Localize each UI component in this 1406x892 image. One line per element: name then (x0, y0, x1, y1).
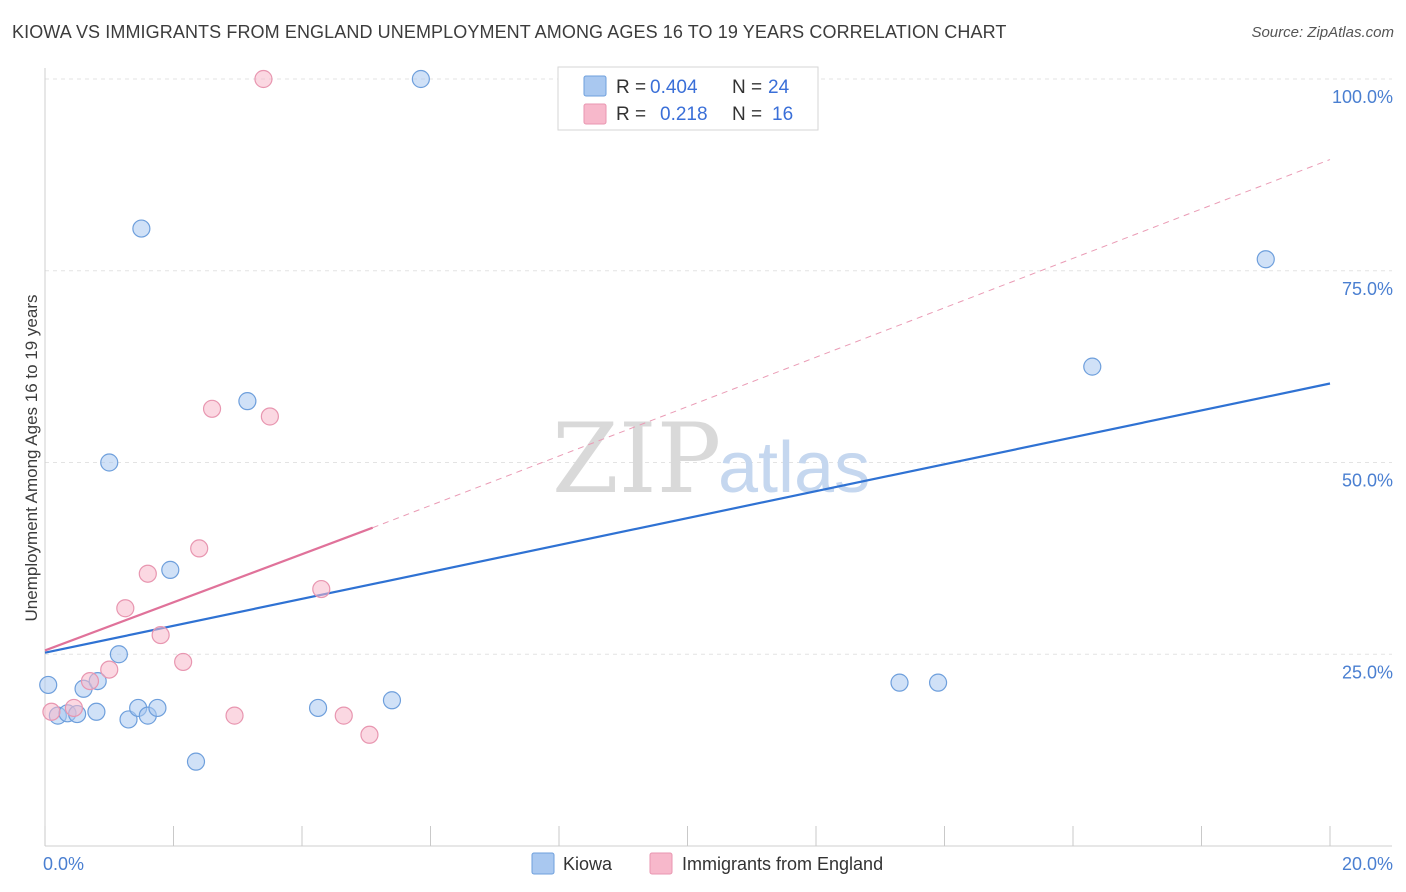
point-kiowa (1256, 250, 1275, 269)
watermark-zip: ZIP (552, 403, 721, 515)
point-england (360, 725, 379, 744)
point-england (225, 706, 244, 725)
grid-lines (45, 78, 1392, 655)
point-kiowa (109, 645, 128, 664)
legend-r-label-kiowa: R = (616, 77, 646, 98)
point-kiowa (308, 698, 328, 718)
point-kiowa (132, 219, 151, 238)
y-tick-label: 25.0% (1342, 662, 1393, 682)
point-kiowa (1083, 357, 1102, 376)
legend-r-value-england: 0.218 (660, 104, 708, 125)
x-tick-label: 20.0% (1342, 854, 1393, 874)
point-kiowa (161, 560, 180, 579)
trend-line-england (44, 526, 374, 652)
legend-r-value-kiowa: 0.404 (650, 77, 698, 98)
point-england (190, 539, 209, 558)
y-tick-label: 75.0% (1342, 279, 1393, 299)
point-kiowa (148, 698, 167, 718)
point-england (174, 652, 193, 672)
legend: R = 0.404 N = 24 R = 0.218 N = 16 (557, 66, 819, 131)
point-england (202, 399, 222, 418)
legend-swatch-kiowa (583, 75, 607, 97)
bottom-legend: Kiowa Immigrants from England (531, 852, 883, 875)
legend-swatch-england (583, 103, 607, 125)
point-kiowa (411, 69, 430, 89)
point-kiowa (87, 702, 106, 721)
legend-r-label-england: R = (616, 104, 646, 125)
point-kiowa (382, 691, 402, 710)
point-england (116, 599, 135, 618)
trend-line-england-extended (372, 159, 1331, 529)
trend-lines (44, 159, 1331, 654)
axes: 25.0% 50.0% 75.0% 100.0% 0.0% 20.0% (43, 68, 1393, 874)
y-axis-title: Unemployment Among Ages 16 to 19 years (22, 295, 41, 622)
point-england (64, 698, 84, 718)
y-tick-label: 50.0% (1342, 471, 1393, 491)
data-points (39, 69, 1275, 771)
point-england (100, 660, 119, 679)
trend-line-kiowa (44, 382, 1331, 654)
point-england (254, 69, 273, 89)
source-label: Source: ZipAtlas.com (1251, 24, 1394, 41)
point-england (151, 625, 170, 645)
point-kiowa (890, 673, 909, 692)
point-england (42, 702, 61, 721)
bottom-legend-label-kiowa: Kiowa (563, 854, 613, 874)
x-tick-label: 0.0% (43, 854, 84, 874)
watermark: ZIP atlas (552, 403, 870, 515)
bottom-legend-label-england: Immigrants from England (682, 854, 883, 874)
legend-n-label-kiowa: N = (732, 77, 762, 98)
point-kiowa (39, 675, 58, 695)
point-england (80, 671, 100, 691)
point-kiowa (238, 392, 257, 411)
y-tick-label: 100.0% (1332, 87, 1393, 107)
point-kiowa (186, 752, 206, 771)
legend-n-label-england: N = (732, 104, 762, 125)
point-england (260, 407, 279, 426)
bottom-legend-swatch-england (649, 852, 673, 875)
point-kiowa (100, 453, 119, 472)
legend-n-value-england: 16 (772, 104, 793, 125)
chart-title: KIOWA VS IMMIGRANTS FROM ENGLAND UNEMPLO… (12, 22, 1007, 42)
point-england (312, 579, 331, 599)
point-england (138, 564, 157, 583)
legend-n-value-kiowa: 24 (768, 77, 790, 98)
point-kiowa (928, 673, 948, 692)
bottom-legend-swatch-kiowa (531, 852, 555, 875)
point-england (334, 706, 353, 725)
